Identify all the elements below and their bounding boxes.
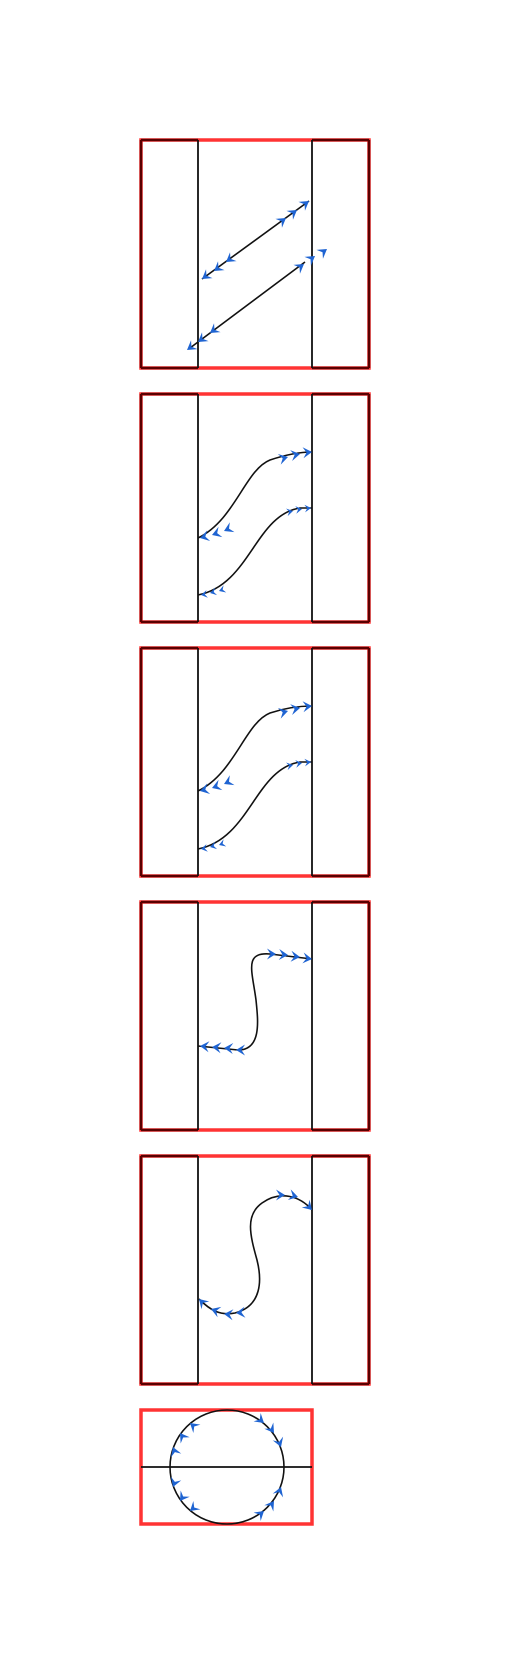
arrowhead [293,259,308,274]
panel-frame [139,1154,371,1386]
arrowhead [221,522,235,536]
arrowhead [277,451,290,465]
connector-curve-upper [197,705,313,792]
arrowhead [223,1042,234,1054]
arrowhead [209,1303,222,1318]
arrowhead [206,323,221,338]
arrowhead [286,205,301,220]
panel-5 [139,1154,371,1386]
panel-frame [139,138,371,370]
arrowhead [235,1306,246,1319]
lower-arc [169,1466,285,1525]
panel-frame [139,646,371,878]
panel-2 [139,392,371,624]
panel-4 [139,900,371,1132]
arrowhead [264,1422,279,1437]
upper-arc [169,1409,285,1468]
arrowhead [198,269,213,284]
connector-curve-lower [197,507,312,596]
arrowhead [167,1445,182,1458]
connector-line-lower [189,261,306,349]
arrowhead [298,196,313,211]
arrowhead [276,1189,285,1201]
panel-frame [139,900,371,1132]
arrowhead [221,775,235,789]
arrowhead [272,1436,287,1449]
connector-curve [198,1195,313,1315]
connector-curve-lower [197,761,312,850]
panel-6 [139,1408,314,1526]
connector-curve [197,953,313,1051]
arrowhead [167,1476,182,1489]
connector-line-upper [201,200,310,280]
arrowhead [223,1308,234,1321]
arrowhead [316,244,331,259]
panel-3 [139,646,371,878]
arrowhead [272,1485,287,1498]
arrowhead [290,702,301,715]
arrowhead [275,213,290,228]
arrowhead [264,1497,279,1512]
arrowhead [194,332,209,347]
connector-curve-upper [197,451,313,539]
panel-frame [139,392,371,624]
panel-1 [139,138,371,370]
arrowhead [183,340,198,355]
